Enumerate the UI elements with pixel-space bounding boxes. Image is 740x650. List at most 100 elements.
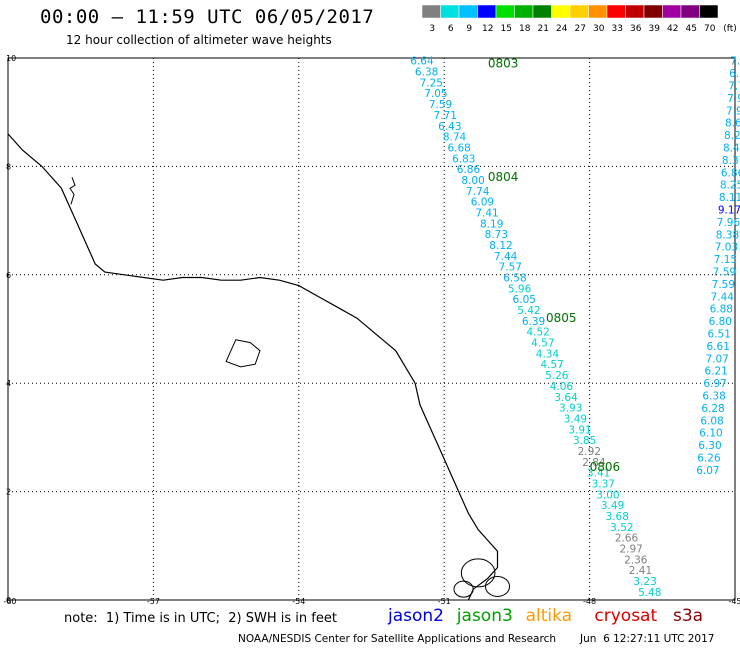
time-label: 0806 [590,460,621,474]
track-right-height-label: 6.38 [702,391,725,403]
track-right-height-label: 8.25 [720,180,740,192]
track-main-height-label: 2.36 [624,554,648,566]
track-right-height-label: 6.30 [698,440,721,452]
track-main-height-label: 2.92 [578,446,601,458]
track-right-height-label: 9.17 [718,205,740,217]
scale-swatch [699,4,719,19]
x-tick-label: -60 [3,597,16,605]
x-tick-label: -57 [147,597,160,605]
island-outline [485,575,511,597]
track-main-height-label: 7.59 [429,99,452,111]
scale-label: 70 [704,24,716,34]
track-main-height-label: 7.05 [424,88,447,100]
color-scale-legend: 3 6 9 12 15 18 21 24 27 30 33 36 39 42 45 70 (ft) [421,4,737,34]
track-main-height-label: 4.57 [540,359,563,371]
scale-label: 3 [429,24,435,34]
mission-altika: altika [525,606,573,626]
track-main-height-label: 8.12 [489,240,512,252]
track-right-height-label: 7.9 [727,93,740,105]
track-main-height-label: 4.52 [526,327,549,339]
track-main-height-label: 6.38 [415,67,438,79]
track-right-height-label: 7.59 [713,267,736,279]
time-label: 0803 [488,56,519,70]
x-tick-label: -54 [292,597,305,605]
y-tick-label: 4 [6,379,11,388]
track-main-height-label: 8.73 [485,229,508,241]
track-main-height-label: 2.84 [582,457,606,469]
track-right-height-label: 7.96 [717,217,740,229]
mission-jason2: jason2 [388,606,444,626]
track-main-height-label: 6.64 [410,56,434,68]
scale-unit-label: (ft) [723,24,737,34]
track-main-height-label: 7.74 [466,186,490,198]
scale-label: 27 [575,24,586,34]
island-outline [225,339,261,368]
scale-label: 42 [667,24,678,34]
track-right-height-label: 7.7 [728,81,740,93]
map-plot[interactable]: -60 -57 -54 -51 -48 -4510864206.646.387.257.0… [0,0,740,605]
track-main-height-label: 3.41 [587,468,610,480]
track-main-height-label: 3.23 [633,576,656,588]
track-main-height-label: 3.00 [596,489,619,501]
scale-label: 33 [612,24,623,34]
track-right-height-label: 8.24 [724,130,740,142]
footer-credit: NOAA/NESDIS Center for Satellite Applica… [238,633,556,645]
track-main-height-label: 6.39 [522,316,545,328]
y-tick-label: 10 [6,54,16,63]
track-main-height-label: 4.57 [531,338,554,350]
track-main-height-label: 7.44 [494,251,518,263]
scale-label: 9 [466,24,472,34]
track-main-height-label: 6.43 [438,121,461,133]
time-label: 0805 [546,311,577,325]
scale-label: 18 [519,24,531,34]
track-main-height-label: 7.41 [475,207,498,219]
track-main-height-label: 7.71 [434,110,457,122]
track-main-height-label: 6.58 [503,273,526,285]
track-main-height-label: 2.66 [615,533,639,545]
track-main-height-label: 8.00 [461,175,484,187]
track-main-height-label: 2.97 [619,544,642,556]
track-right-height-label: 8.11 [719,192,740,204]
track-main-height-label: 4.06 [550,381,574,393]
track-main-height-label: 8.19 [480,218,503,230]
track-right-height-label: 7.15 [714,254,737,266]
track-main-height-label: 6.86 [457,164,481,176]
track-main-height-label: 6.68 [447,142,470,154]
scale-label: 36 [630,24,642,34]
track-right-height-label: 6.08 [700,415,723,427]
island-outline [460,558,496,588]
note-text: note: 1) Time is in UTC; 2) SWH is in fe… [64,611,337,626]
track-right-height-label: 6.51 [708,329,731,341]
track-right-height-label: 6.86 [721,167,740,179]
scale-label: 15 [501,24,512,34]
y-tick-label: 8 [6,162,11,171]
scale-label: 30 [593,24,605,34]
track-main-height-label: 3.52 [610,522,633,534]
mission-s3a: s3a [673,606,704,626]
track-main-height-label: 3.91 [568,424,591,436]
footer-timestamp: Jun 6 12:27:11 UTC 2017 [580,633,715,645]
mission-cryosat: cryosat [594,606,658,626]
track-right-height-label: 6.28 [701,403,724,415]
track-main-height-label: 3.93 [559,403,582,415]
track-main-height-label: 5.48 [638,587,661,599]
track-main-height-label: 3.37 [592,478,615,490]
track-main-height-label: 3.68 [606,511,629,523]
track-main-height-label: 5.42 [517,305,540,317]
track-main-height-label: 6.83 [452,153,475,165]
scale-label: 21 [538,24,549,34]
y-tick-label: 6 [6,271,11,280]
scale-label: 45 [686,24,697,34]
track-main-height-label: 3.85 [573,435,596,447]
track-main-height-label: 6.05 [513,294,536,306]
track-right-height-label: 7.07 [705,353,728,365]
track-main-height-label: 3.64 [554,392,578,404]
track-main-height-label: 2.41 [629,565,652,577]
track-right-height-label: 7.59 [712,279,735,291]
track-right-height-label: 6.8 [729,68,740,80]
track-main-height-label: 3.49 [601,500,624,512]
track-main-height-label: 5.26 [545,370,569,382]
track-right-height-label: 6.10 [699,428,722,440]
track-right-height-label: 7.3 [730,56,740,68]
track-right-height-label: 8.38 [716,229,739,241]
